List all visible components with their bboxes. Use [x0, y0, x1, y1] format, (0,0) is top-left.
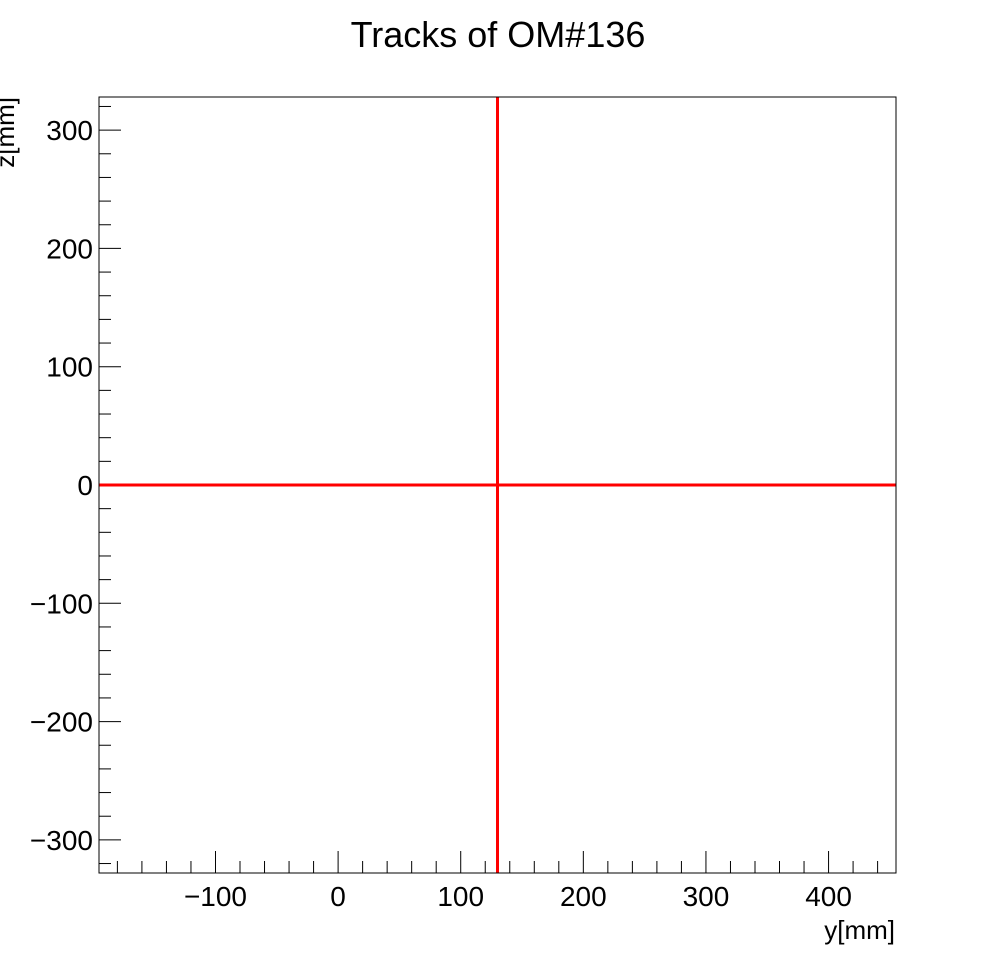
- x-tick-label: 0: [330, 881, 346, 912]
- y-tick-label: 200: [46, 233, 93, 264]
- y-tick-label: −200: [30, 707, 93, 738]
- x-tick-label: 300: [683, 881, 730, 912]
- x-tick-label: 400: [805, 881, 852, 912]
- series-layer: [99, 97, 896, 873]
- tick-labels: −100 0 100 200 300 400 −300 −200 −100 0 100 200 300: [30, 115, 852, 912]
- x-tick-label: 100: [437, 881, 484, 912]
- y-tick-label: 100: [46, 352, 93, 383]
- y-tick-label: −300: [30, 825, 93, 856]
- y-tick-label: 300: [46, 115, 93, 146]
- y-tick-label: −100: [30, 588, 93, 619]
- x-tick-label: 200: [560, 881, 607, 912]
- x-axis-label: y[mm]: [824, 915, 895, 945]
- x-tick-label: −100: [184, 881, 247, 912]
- y-tick-label: 0: [77, 470, 93, 501]
- y-axis-label: z[mm]: [0, 97, 20, 168]
- chart-title: Tracks of OM#136: [351, 14, 646, 55]
- plot-frame: [98, 96, 897, 874]
- axis-ticks: [99, 105, 879, 873]
